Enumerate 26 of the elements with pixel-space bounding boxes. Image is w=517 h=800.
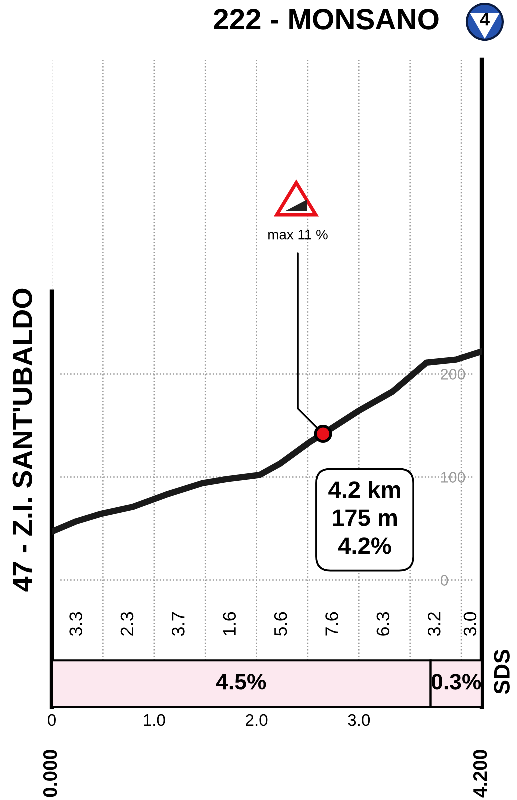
annotation: 4.200 [473,750,488,798]
annotation: 3.0 [464,612,477,636]
text: 47 - Z.I. SANT'UBALDO [12,288,32,592]
annotation: 3.7 [172,612,185,636]
annotation: 3.2 [428,612,441,636]
annotation: 4.2 km 175 m 4.2% [328,480,400,554]
annotation: 3.3 [70,612,82,636]
text: SDS [494,650,510,694]
text: 222 - MONSANO [214,9,439,30]
band-label: 4.5% [216,674,266,690]
annotation: 2.3 [120,612,134,636]
y-tick-label: 200 [441,369,466,380]
annotation: 1.6 [223,612,236,636]
annotation: 7.6 [326,612,338,636]
text: 4 [480,13,490,26]
x-tick-label: 2.0 [246,714,268,726]
band-label: 0.3% [432,674,482,690]
x-tick-label: 1.0 [144,714,166,726]
annotation: max 11 % [268,230,328,240]
x-tick-label: 0 [48,714,56,726]
x-tick-label: 3.0 [348,714,370,726]
annotation: 5.6 [274,612,288,636]
annotation: 0.000 [43,750,58,798]
annotation: 6.3 [376,612,390,636]
y-tick-label: 0 [440,575,448,586]
y-tick-label: 100 [442,472,466,483]
